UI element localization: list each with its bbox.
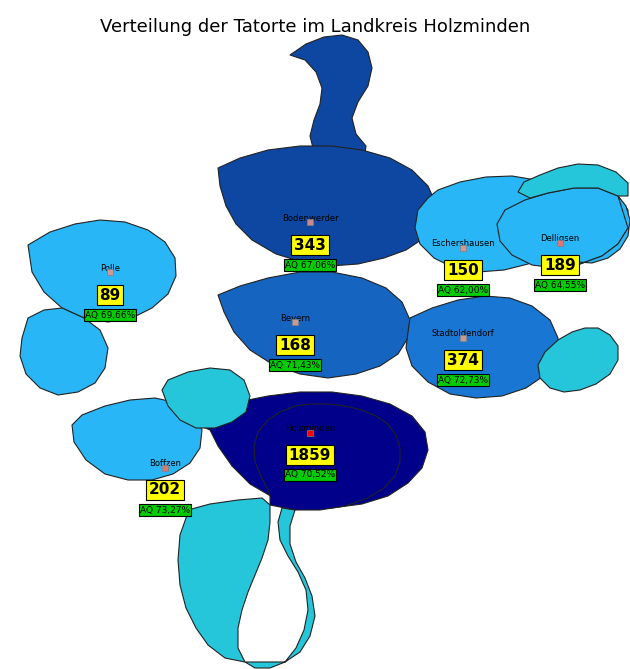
Text: 150: 150: [447, 262, 479, 278]
Text: Delligsen: Delligsen: [541, 234, 580, 243]
Polygon shape: [28, 220, 176, 322]
Polygon shape: [245, 508, 315, 668]
Text: Polle: Polle: [100, 264, 120, 273]
Text: AQ 64,55%: AQ 64,55%: [535, 280, 585, 290]
Polygon shape: [406, 296, 558, 398]
Polygon shape: [290, 35, 372, 170]
Text: Boffzen: Boffzen: [149, 459, 181, 468]
Text: Holzminden: Holzminden: [285, 424, 335, 433]
Polygon shape: [556, 196, 630, 268]
Text: Verteilung der Tatorte im Landkreis Holzminden: Verteilung der Tatorte im Landkreis Holz…: [100, 18, 530, 36]
Polygon shape: [497, 188, 628, 268]
Polygon shape: [178, 498, 270, 662]
Text: Stadtoldendorf: Stadtoldendorf: [432, 329, 495, 338]
Polygon shape: [20, 308, 108, 395]
Text: 89: 89: [100, 288, 120, 302]
Text: 343: 343: [294, 237, 326, 252]
Text: Bodenwerder: Bodenwerder: [282, 214, 338, 223]
Text: 374: 374: [447, 353, 479, 367]
Polygon shape: [415, 176, 572, 272]
Text: AQ 62,00%: AQ 62,00%: [438, 286, 488, 294]
Polygon shape: [188, 392, 428, 508]
Polygon shape: [162, 368, 250, 428]
Text: 168: 168: [279, 337, 311, 353]
Polygon shape: [254, 404, 400, 510]
Polygon shape: [72, 398, 202, 480]
Polygon shape: [538, 328, 618, 392]
Text: 189: 189: [544, 258, 576, 272]
Text: AQ 69,66%: AQ 69,66%: [85, 310, 135, 320]
Text: 1859: 1859: [289, 448, 331, 462]
Polygon shape: [218, 146, 436, 266]
Text: AQ 73,27%: AQ 73,27%: [140, 506, 190, 514]
Text: AQ 71,43%: AQ 71,43%: [270, 361, 320, 369]
Polygon shape: [218, 272, 410, 378]
Text: Bevern: Bevern: [280, 314, 310, 323]
Text: 202: 202: [149, 482, 181, 498]
Text: AQ 70,52%: AQ 70,52%: [285, 470, 335, 480]
Text: AQ 67,06%: AQ 67,06%: [285, 260, 335, 270]
Polygon shape: [518, 164, 628, 198]
Text: Eschershausen: Eschershausen: [431, 239, 495, 248]
Text: AQ 72,73%: AQ 72,73%: [438, 375, 488, 385]
